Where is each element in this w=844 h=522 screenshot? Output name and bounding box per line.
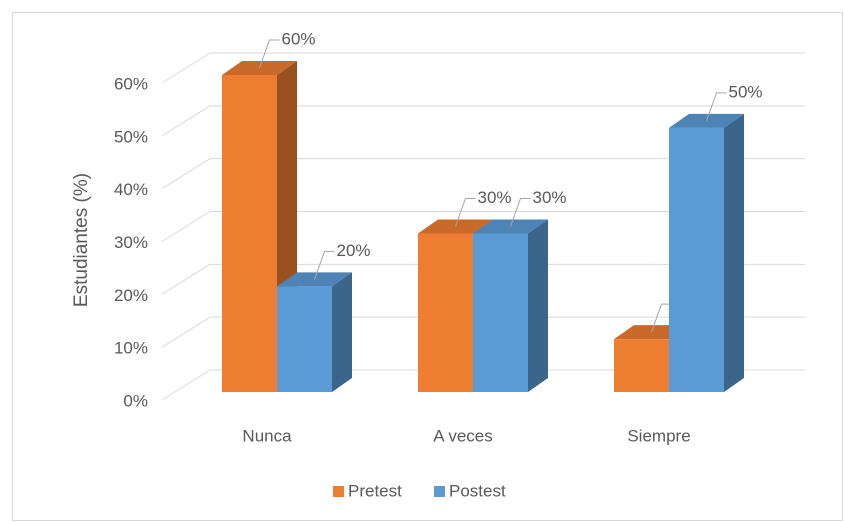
y-axis-title: Estudiantes (%) xyxy=(71,173,92,307)
legend-swatch xyxy=(434,486,445,497)
bar-side xyxy=(528,219,548,392)
bar-front xyxy=(418,233,473,392)
grid-line-depth xyxy=(161,105,211,137)
legend-swatch xyxy=(333,486,344,497)
label-leader xyxy=(259,39,280,69)
y-tick-label: 20% xyxy=(114,286,148,305)
grid-line-depth xyxy=(161,158,211,190)
y-tick-label: 10% xyxy=(114,339,148,358)
x-tick-label: A veces xyxy=(433,426,493,445)
y-tick-label: 30% xyxy=(114,233,148,252)
label-leader xyxy=(510,198,531,227)
bar-side xyxy=(724,113,744,392)
label-leader xyxy=(314,250,335,280)
label-leader xyxy=(455,198,476,227)
data-label: 30% xyxy=(478,188,512,207)
data-label: 20% xyxy=(337,241,371,260)
grid-line-depth xyxy=(161,52,211,84)
bar-front xyxy=(669,127,724,392)
y-tick-label: 40% xyxy=(114,180,148,199)
legend-label: Postest xyxy=(449,481,506,500)
grid-line-depth xyxy=(161,211,211,242)
label-leader xyxy=(706,92,727,122)
bar-side xyxy=(332,272,352,392)
grid-line-depth xyxy=(161,263,211,295)
y-tick-label: 60% xyxy=(114,74,148,93)
grid-line-depth xyxy=(161,316,211,348)
data-label: 30% xyxy=(533,188,567,207)
legend-label: Pretest xyxy=(348,481,402,500)
x-tick-label: Siempre xyxy=(627,426,690,445)
label-leader xyxy=(651,303,672,333)
y-tick-label: 0% xyxy=(123,391,148,410)
bar-front xyxy=(614,339,669,392)
data-label: 60% xyxy=(282,29,316,48)
bar-front xyxy=(222,75,277,392)
grid-line-depth xyxy=(161,369,211,401)
x-tick-label: Nunca xyxy=(242,426,292,445)
bar-front xyxy=(473,233,528,392)
chart-border xyxy=(12,12,843,521)
y-tick-label: 50% xyxy=(114,127,148,146)
data-label: 50% xyxy=(729,82,763,101)
bar-front xyxy=(277,286,332,392)
